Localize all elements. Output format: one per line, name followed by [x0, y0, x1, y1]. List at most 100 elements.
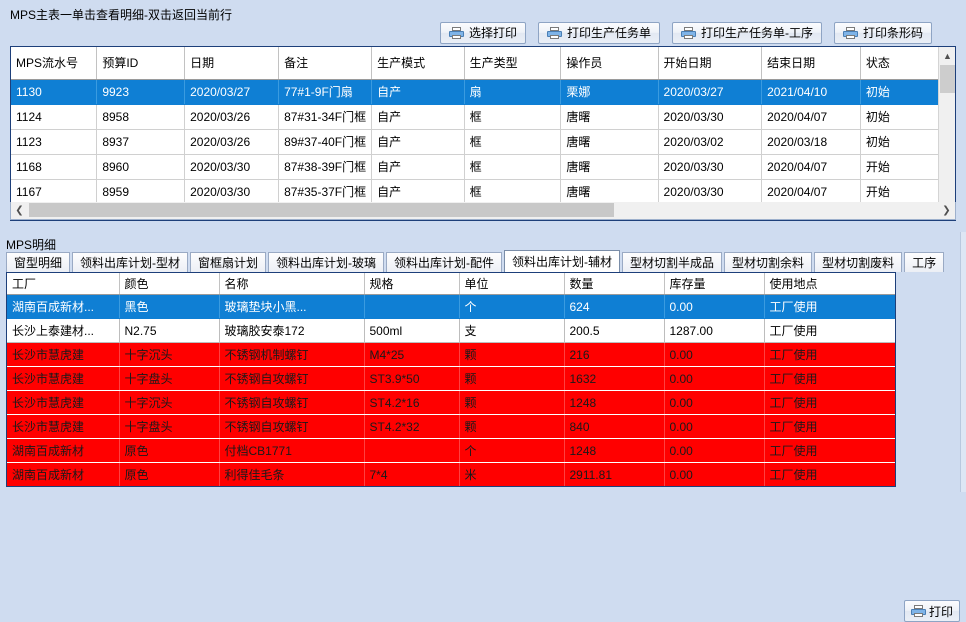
detail-cell-4[interactable]: 个: [459, 438, 565, 463]
table-row[interactable]: 1168 8960 2020/03/30 87#38-39F门框 自产框唐曙 2020/0…: [11, 154, 939, 180]
detail-cell-6[interactable]: 0.00: [664, 414, 765, 439]
cell-1[interactable]: 8959: [96, 179, 186, 205]
detail-table-row[interactable]: 长沙上泰建材... N2.75 玻璃胶安泰172 500ml 支 200.5 1287.00…: [7, 318, 895, 343]
table-row[interactable]: 1124 8958 2020/03/26 87#31-34F门框 自产框唐曙 2020/0…: [11, 104, 939, 130]
cell-2[interactable]: 2020/03/27: [184, 79, 280, 105]
cell-6[interactable]: 唐曙: [560, 154, 659, 180]
column-header-6[interactable]: 操作员: [560, 47, 659, 80]
detail-cell-0[interactable]: 长沙市慧虎建: [7, 390, 120, 415]
detail-cell-2[interactable]: 付档CB1771: [219, 438, 365, 463]
detail-column-header-1[interactable]: 颜色: [119, 273, 220, 295]
detail-cell-3[interactable]: 500ml: [364, 318, 460, 343]
cell-4[interactable]: 自产: [371, 179, 465, 205]
cell-5[interactable]: 扇: [464, 79, 562, 105]
vertical-scrollbar[interactable]: ▲ ▼: [938, 47, 955, 220]
detail-cell-5[interactable]: 216: [564, 342, 665, 367]
print-barcode-button[interactable]: 打印条形码: [834, 22, 933, 44]
select-print-button[interactable]: 选择打印: [440, 22, 527, 44]
cell-0[interactable]: 1124: [11, 104, 98, 130]
detail-cell-2[interactable]: 玻璃垫块小黑...: [219, 294, 365, 319]
cell-8[interactable]: 2020/04/07: [761, 104, 861, 130]
horizontal-scrollbar[interactable]: ❮ ❯: [10, 202, 956, 220]
cell-3[interactable]: 77#1-9F门扇: [278, 79, 373, 105]
detail-cell-3[interactable]: 7*4: [364, 462, 460, 486]
cell-7[interactable]: 2020/03/02: [658, 129, 763, 155]
cell-0[interactable]: 1123: [11, 129, 98, 155]
tab-0[interactable]: 窗型明细: [6, 252, 71, 272]
detail-cell-5[interactable]: 1632: [564, 366, 665, 391]
cell-4[interactable]: 自产: [371, 129, 465, 155]
table-row[interactable]: 1167 8959 2020/03/30 87#35-37F门框 自产框唐曙 2020/0…: [11, 179, 939, 205]
detail-cell-4[interactable]: 个: [459, 294, 565, 319]
detail-cell-5[interactable]: 840: [564, 414, 665, 439]
cell-4[interactable]: 自产: [371, 154, 465, 180]
print-production-order-process-button[interactable]: 打印生产任务单-工序: [672, 22, 823, 44]
detail-table-row[interactable]: 长沙市慧虎建 十字沉头 不锈钢自攻螺钉 ST4.2*16 颗 1248 0.00 工厂使用: [7, 390, 895, 415]
detail-table-row[interactable]: 长沙市慧虎建 十字盘头 不锈钢自攻螺钉 ST3.9*50 颗 1632 0.00 工厂使用: [7, 366, 895, 391]
detail-cell-4[interactable]: 颗: [459, 414, 565, 439]
detail-cell-6[interactable]: 0.00: [664, 366, 765, 391]
table-row[interactable]: 1123 8937 2020/03/26 89#37-40F门框 自产框唐曙 2020/0…: [11, 129, 939, 155]
detail-print-button[interactable]: 打印: [904, 600, 961, 622]
detail-cell-0[interactable]: 湖南百成新材...: [7, 294, 120, 319]
tab-1[interactable]: 领料出库计划-型材: [72, 252, 189, 272]
column-header-8[interactable]: 结束日期: [761, 47, 861, 80]
cell-8[interactable]: 2020/03/18: [761, 129, 861, 155]
detail-column-header-2[interactable]: 名称: [219, 273, 365, 295]
detail-cell-2[interactable]: 不锈钢自攻螺钉: [219, 366, 365, 391]
detail-column-header-3[interactable]: 规格: [364, 273, 460, 295]
detail-cell-3[interactable]: [364, 294, 460, 319]
detail-cell-7[interactable]: 工厂使用: [764, 438, 895, 463]
detail-cell-3[interactable]: ST4.2*16: [364, 390, 460, 415]
detail-column-header-0[interactable]: 工厂: [7, 273, 120, 295]
vertical-scrollbar-thumb[interactable]: [940, 65, 955, 93]
column-header-2[interactable]: 日期: [184, 47, 280, 80]
cell-9[interactable]: 初始: [860, 129, 939, 155]
tab-6[interactable]: 型材切割半成品: [622, 252, 723, 272]
detail-cell-6[interactable]: 0.00: [664, 342, 765, 367]
detail-cell-5[interactable]: 1248: [564, 390, 665, 415]
detail-cell-3[interactable]: [364, 438, 460, 463]
detail-cell-6[interactable]: 0.00: [664, 390, 765, 415]
cell-6[interactable]: 唐曙: [560, 129, 659, 155]
tab-9[interactable]: 工序: [904, 252, 945, 272]
tab-2[interactable]: 窗框扇计划: [190, 252, 267, 272]
cell-0[interactable]: 1130: [11, 79, 98, 105]
column-header-4[interactable]: 生产模式: [371, 47, 465, 80]
column-header-3[interactable]: 备注: [278, 47, 373, 80]
scroll-left-icon[interactable]: ❮: [15, 204, 24, 216]
detail-column-header-6[interactable]: 库存量: [664, 273, 765, 295]
cell-1[interactable]: 9923: [96, 79, 186, 105]
detail-cell-0[interactable]: 湖南百成新材: [7, 438, 120, 463]
detail-cell-1[interactable]: 十字盘头: [119, 366, 220, 391]
cell-1[interactable]: 8937: [96, 129, 186, 155]
detail-grid[interactable]: 工厂 颜色 名称 规格 单位 数量 库存量 使用地点 湖南百成新材... 黑色 玻璃垫块小黑...…: [6, 272, 896, 487]
detail-table-row[interactable]: 长沙市慧虎建 十字沉头 不锈钢机制螺钉 M4*25 颗 216 0.00 工厂使用: [7, 342, 895, 367]
cell-7[interactable]: 2020/03/30: [658, 179, 763, 205]
detail-cell-7[interactable]: 工厂使用: [764, 294, 895, 319]
detail-cell-4[interactable]: 颗: [459, 366, 565, 391]
cell-8[interactable]: 2020/04/07: [761, 179, 861, 205]
cell-0[interactable]: 1168: [11, 154, 98, 180]
cell-0[interactable]: 1167: [11, 179, 98, 205]
print-production-order-button[interactable]: 打印生产任务单: [538, 22, 661, 44]
cell-7[interactable]: 2020/03/27: [658, 79, 763, 105]
cell-7[interactable]: 2020/03/30: [658, 104, 763, 130]
detail-cell-1[interactable]: 十字沉头: [119, 390, 220, 415]
detail-cell-2[interactable]: 玻璃胶安泰172: [219, 318, 365, 343]
cell-1[interactable]: 8958: [96, 104, 186, 130]
table-row[interactable]: 1130 9923 2020/03/27 77#1-9F门扇 自产扇栗娜 2020/03/…: [11, 79, 939, 105]
detail-table-row[interactable]: 湖南百成新材 原色 利得佳毛条 7*4 米 2911.81 0.00 工厂使用: [7, 462, 895, 486]
cell-6[interactable]: 唐曙: [560, 104, 659, 130]
column-header-5[interactable]: 生产类型: [464, 47, 562, 80]
cell-3[interactable]: 87#31-34F门框: [278, 104, 373, 130]
detail-cell-3[interactable]: ST4.2*32: [364, 414, 460, 439]
cell-3[interactable]: 87#35-37F门框: [278, 179, 373, 205]
cell-2[interactable]: 2020/03/26: [184, 129, 280, 155]
column-header-1[interactable]: 预算ID: [96, 47, 186, 80]
cell-3[interactable]: 89#37-40F门框: [278, 129, 373, 155]
horizontal-scrollbar-thumb[interactable]: [29, 203, 614, 217]
cell-5[interactable]: 框: [464, 179, 562, 205]
detail-cell-5[interactable]: 1248: [564, 438, 665, 463]
cell-9[interactable]: 初始: [860, 79, 939, 105]
